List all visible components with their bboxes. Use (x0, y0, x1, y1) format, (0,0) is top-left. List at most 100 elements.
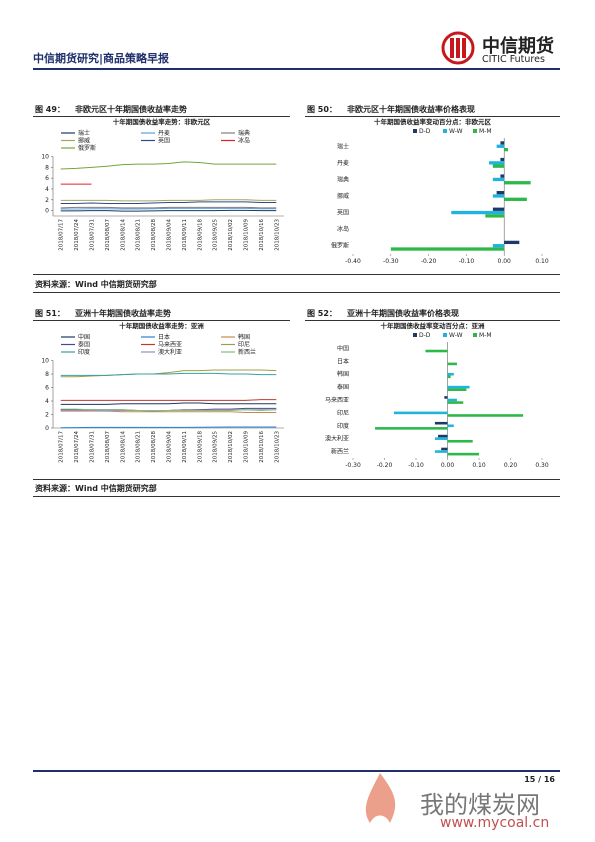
y-tick-label: 0 (45, 208, 49, 215)
bar (500, 157, 505, 162)
series-line (60, 199, 277, 202)
series-line (60, 209, 277, 212)
legend-swatch (443, 129, 447, 133)
bar (447, 439, 473, 443)
legend-label: 新西兰 (238, 348, 256, 356)
x-tick-label: 2018/09/18 (197, 431, 203, 463)
bar (425, 349, 448, 353)
figure-caption: 亚洲十年期国债收益率走势 (75, 309, 171, 318)
x-tick-label: 2018/07/17 (59, 431, 65, 463)
bar (393, 411, 448, 415)
rule (33, 292, 560, 293)
category-label: 日本 (337, 357, 349, 365)
series-line (60, 206, 277, 209)
legend-label: 印尼 (238, 342, 250, 349)
series-line (60, 408, 277, 411)
bar (492, 177, 505, 182)
x-tick-label: 2018/09/25 (213, 219, 219, 251)
x-tick-label: 2018/10/23 (274, 431, 280, 463)
x-tick-label: 2018/08/28 (151, 431, 157, 463)
x-tick-label: -0.30 (345, 462, 361, 469)
legend-swatch (473, 333, 477, 337)
y-tick-label: 6 (45, 385, 49, 392)
x-tick-label: 2018/10/16 (259, 431, 265, 463)
figure-label: 图 49： (35, 105, 65, 114)
legend-swatch (473, 129, 477, 133)
legend-label: 中国 (78, 333, 90, 341)
bar (492, 164, 505, 168)
legend-label: D-D (419, 128, 431, 135)
category-label: 丹麦 (337, 159, 349, 167)
x-tick-label: 2018/09/04 (167, 219, 173, 251)
header-rule (33, 68, 560, 70)
x-tick-label: 2018/08/07 (105, 219, 111, 251)
category-label: 马来西亚 (325, 396, 349, 404)
category-label: 澳大利亚 (325, 435, 349, 443)
category-label: 印度 (337, 422, 349, 430)
x-tick-label: 2018/07/31 (90, 431, 96, 463)
x-tick-label: 2018/08/21 (136, 431, 142, 463)
category-label: 挪威 (337, 192, 349, 200)
header-title: 中信期货研究|商品策略早报 (33, 52, 170, 65)
bar (500, 174, 505, 178)
category-label: 瑞典 (337, 175, 349, 183)
x-tick-label: 0.00 (441, 462, 455, 469)
bar (447, 401, 464, 404)
legend-label: 丹麦 (158, 129, 170, 137)
legend-label: 俄罗斯 (78, 144, 96, 152)
watermark-url: www.mycoal.cn (440, 815, 550, 831)
figure-caption: 非欧元区十年期国债收益率走势 (75, 105, 187, 114)
x-tick-label: -0.40 (345, 258, 361, 265)
x-tick-label: 2018/10/16 (259, 219, 265, 251)
x-tick-label: 2018/08/21 (136, 219, 142, 251)
bar (447, 398, 457, 402)
rule (305, 116, 560, 117)
bar (447, 375, 451, 379)
x-tick-label: 2018/07/24 (74, 431, 80, 463)
y-tick-label: 8 (45, 371, 49, 378)
y-tick-label: 2 (45, 412, 49, 419)
chart-title: 十年期国债收益率变动百分点：非欧元区 (374, 118, 492, 126)
x-tick-label: 2018/08/14 (120, 431, 126, 463)
legend-swatch (413, 333, 417, 337)
x-tick-label: -0.10 (408, 462, 424, 469)
x-tick-label: 0.30 (535, 462, 549, 469)
bar (504, 197, 527, 201)
bar (496, 191, 505, 195)
rule (33, 320, 290, 321)
figure-label: 图 51： (35, 309, 65, 318)
legend-label: 韩国 (238, 333, 250, 341)
rule (33, 496, 560, 497)
category-label: 瑞士 (337, 142, 349, 150)
category-label: 俄罗斯 (331, 242, 349, 250)
x-tick-label: 2018/10/02 (228, 431, 234, 463)
chart-title: 十年期国债收益率走势：亚洲 (119, 322, 204, 330)
x-tick-label: 0.10 (472, 462, 486, 469)
x-tick-label: -0.20 (377, 462, 393, 469)
series-line (60, 402, 277, 405)
bar (504, 147, 508, 152)
x-tick-label: 0.20 (504, 462, 518, 469)
figure-caption: 亚洲十年期国债收益率价格表现 (347, 309, 459, 318)
y-tick-label: 6 (45, 175, 49, 182)
x-tick-label: 2018/10/02 (228, 219, 234, 251)
bar (375, 427, 448, 430)
x-tick-label: 2018/07/24 (74, 219, 80, 251)
series-line (60, 201, 277, 205)
legend-label: 印度 (78, 348, 90, 356)
bar (447, 414, 524, 417)
y-tick-label: 8 (45, 164, 49, 171)
legend-label: 英国 (158, 137, 170, 145)
rule (305, 320, 560, 321)
legend-label: 瑞典 (238, 129, 250, 137)
rule (33, 274, 560, 275)
bar (438, 434, 448, 438)
legend-label: M-M (479, 128, 492, 135)
bar (500, 141, 505, 145)
x-tick-label: 2018/09/25 (213, 431, 219, 463)
legend-label: W-W (449, 128, 463, 135)
logo-en: CITIC Futures (482, 54, 545, 65)
category-label: 泰国 (337, 383, 349, 391)
logo-mark (441, 31, 475, 65)
